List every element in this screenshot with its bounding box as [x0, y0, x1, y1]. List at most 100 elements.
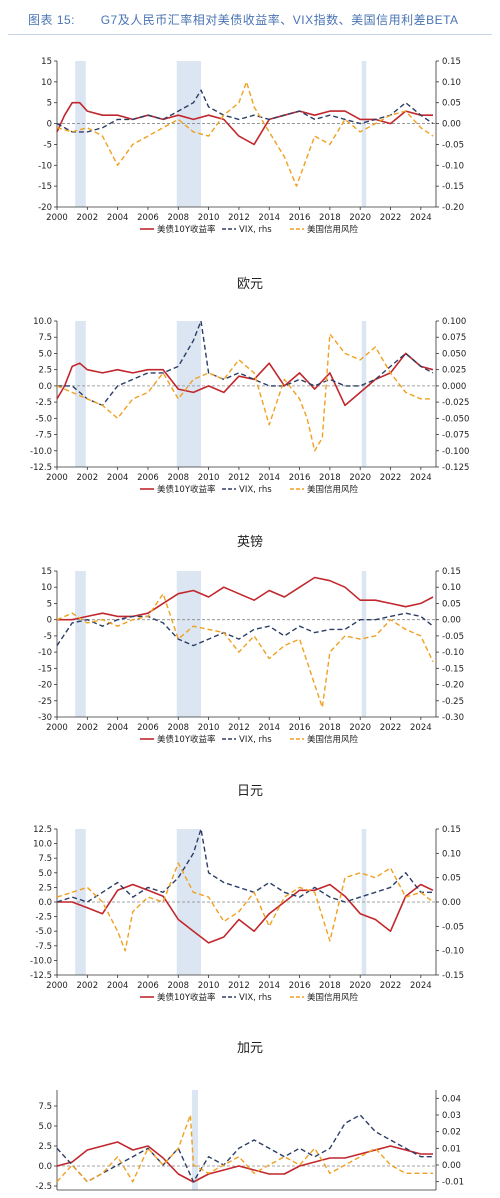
line-chart: 7.5 5.0 2.5 0.0 -2.5 0.04 0.03 0.02 0.01 0.00 -0.0… — [35, 1090, 464, 1192]
series-line-0 — [56, 101, 433, 146]
chart-panel: 12.5 10.0 7.5 5.0 2.5 0.0 -2.5 -5.0 -7.5 -10.0 -12… — [0, 823, 500, 1023]
x-tick-label: 2002 — [76, 473, 98, 483]
figure-title: G7及人民币汇率相对美债收益率、VIX指数、美国信用利差BETA — [100, 13, 459, 27]
series-line-2 — [56, 593, 434, 709]
y-right-tick-label: -0.075 — [442, 431, 469, 441]
recession-shade — [176, 321, 202, 467]
header-divider — [8, 34, 492, 35]
y-right-tick-label: 0.03 — [442, 1111, 461, 1121]
x-tick-label: 2022 — [380, 213, 402, 223]
y-left-tick-label: 5.0 — [38, 349, 52, 359]
y-left-tick-label: -7.5 — [35, 942, 52, 952]
y-right-tick-label: 0.025 — [442, 366, 466, 376]
x-tick-label: 2000 — [46, 213, 68, 223]
x-tick-label: 2000 — [46, 981, 68, 991]
y-left-tick-label: -2.5 — [35, 398, 52, 408]
recession-shade — [361, 571, 367, 717]
legend-label: VIX, rhs — [239, 225, 272, 235]
x-tick-label: 2004 — [107, 723, 129, 733]
y-left-tick-label: -10.0 — [30, 447, 52, 457]
x-tick-label: 2020 — [349, 723, 371, 733]
x-tick-label: 2016 — [289, 723, 311, 733]
y-left-tick-label: 10.0 — [33, 840, 52, 850]
report-header: 图表 15: G7及人民币汇率相对美债收益率、VIX指数、美国信用利差BETA — [0, 0, 500, 36]
y-right-tick-label: 0.00 — [442, 120, 461, 130]
recession-shade — [361, 321, 367, 467]
series-line-2 — [56, 81, 434, 187]
legend-label: VIX, rhs — [239, 735, 272, 745]
y-right-tick-label: 0.05 — [442, 874, 461, 884]
x-tick-label: 2012 — [228, 213, 250, 223]
y-right-tick-label: -0.05 — [442, 632, 464, 642]
x-tick-label: 2002 — [76, 981, 98, 991]
y-right-tick-label: -0.10 — [442, 947, 464, 957]
y-right-tick-label: 0.00 — [442, 898, 461, 908]
recession-shade — [75, 61, 86, 207]
y-right-tick-label: 0.15 — [442, 567, 461, 577]
y-right-tick-label: -0.25 — [442, 697, 464, 707]
series-line-2 — [56, 862, 434, 952]
y-left-tick-label: 5.0 — [38, 1122, 52, 1132]
y-left-tick-label: 2.5 — [38, 1142, 52, 1152]
x-tick-label: 2018 — [319, 473, 341, 483]
y-left-tick-label: 0.0 — [38, 382, 52, 392]
x-tick-label: 2004 — [107, 473, 129, 483]
y-left-tick-label: -20 — [38, 203, 52, 213]
x-tick-label: 2002 — [76, 213, 98, 223]
y-right-tick-label: 0.15 — [442, 57, 461, 67]
x-tick-label: 2004 — [107, 981, 129, 991]
y-left-tick-label: 0.0 — [38, 898, 52, 908]
recession-shade — [176, 61, 202, 207]
x-tick-label: 2010 — [198, 981, 220, 991]
recession-shade — [191, 1090, 198, 1190]
x-tick-label: 2022 — [380, 473, 402, 483]
y-left-tick-label: 7.5 — [38, 854, 52, 864]
y-left-tick-label: -15 — [38, 664, 52, 674]
series-line-0 — [56, 1141, 433, 1183]
x-tick-label: 2012 — [228, 473, 250, 483]
x-tick-label: 2006 — [137, 473, 159, 483]
figure-heading: 图表 15: G7及人民币汇率相对美债收益率、VIX指数、美国信用利差BETA — [28, 11, 459, 28]
y-left-tick-label: -2.5 — [35, 1182, 52, 1192]
x-tick-label: 2008 — [167, 981, 189, 991]
y-left-tick-label: -10.0 — [30, 956, 52, 966]
x-tick-label: 2008 — [167, 723, 189, 733]
y-left-tick-label: -7.5 — [35, 431, 52, 441]
y-left-tick-label: 10.0 — [33, 317, 52, 327]
y-left-tick-label: 5 — [47, 99, 52, 109]
y-left-tick-label: 10 — [41, 78, 52, 88]
x-tick-label: 2024 — [410, 473, 432, 483]
panel-title: 英镑 — [236, 535, 263, 550]
series-line-1 — [56, 1114, 433, 1183]
panel-title: 加元 — [236, 1041, 263, 1056]
x-tick-label: 2006 — [137, 723, 159, 733]
series-line-0 — [56, 352, 434, 407]
line-chart: 15 10 5 0 -5 -10 -15 -20 -25 -30 0.15 0.10 0.05 0.00 -… — [38, 567, 464, 745]
x-tick-label: 2006 — [137, 981, 159, 991]
chart-panel: 15 10 5 0 -5 -10 -15 -20 0.15 0.10 0.05 0.00 -0.05 -0… — [0, 55, 500, 255]
y-left-tick-label: 0 — [47, 616, 52, 626]
y-left-tick-label: -20 — [38, 681, 52, 691]
y-left-tick-label: -10 — [38, 648, 52, 658]
y-left-tick-label: -12.5 — [30, 971, 52, 981]
y-left-tick-label: -25 — [38, 697, 52, 707]
y-left-tick-label: 5 — [47, 599, 52, 609]
y-left-tick-label: -15 — [38, 182, 52, 192]
x-tick-label: 2020 — [349, 981, 371, 991]
y-right-tick-label: -0.025 — [442, 398, 469, 408]
line-chart: 12.5 10.0 7.5 5.0 2.5 0.0 -2.5 -5.0 -7.5 -10.0 -12… — [30, 825, 464, 1003]
y-right-tick-label: 0.05 — [442, 99, 461, 109]
y-right-tick-label: 0.000 — [442, 382, 466, 392]
legend-label: 美债10Y收益率 — [157, 992, 216, 1003]
series-line-1 — [56, 89, 434, 133]
y-right-tick-label: -0.30 — [442, 713, 464, 723]
y-right-tick-label: 0.15 — [442, 825, 461, 835]
y-right-tick-label: -0.15 — [442, 182, 464, 192]
recession-shade — [75, 321, 86, 467]
y-right-tick-label: -0.01 — [442, 1178, 464, 1188]
x-tick-label: 2014 — [258, 723, 280, 733]
legend-label: 美国信用风险 — [307, 734, 359, 745]
series-line-2 — [56, 333, 433, 452]
y-left-tick-label: 7.5 — [38, 333, 52, 343]
x-tick-label: 2006 — [137, 213, 159, 223]
